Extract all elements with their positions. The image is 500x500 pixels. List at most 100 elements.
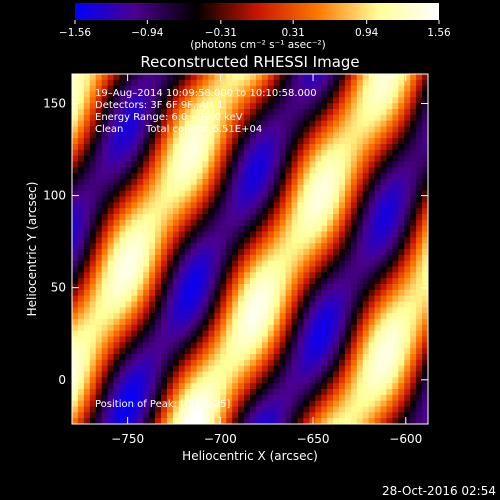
heatmap-cell: [232, 371, 239, 378]
heatmap-cell: [244, 418, 251, 424]
heatmap-cell: [285, 167, 292, 174]
heatmap-cell: [107, 295, 114, 302]
heatmap-cell: [267, 167, 275, 174]
heatmap-cell: [232, 301, 239, 308]
heatmap-cell: [232, 260, 239, 267]
heatmap-cell: [220, 208, 227, 215]
heatmap-cell: [362, 231, 370, 238]
heatmap-cell: [368, 400, 375, 407]
heatmap-cell: [297, 330, 304, 337]
heatmap-cell: [101, 97, 108, 104]
heatmap-cell: [107, 225, 114, 232]
heatmap-cell: [232, 394, 239, 402]
heatmap-cell: [386, 342, 393, 349]
heatmap-cell: [386, 161, 393, 168]
heatmap-cell: [297, 79, 304, 87]
heatmap-cell: [291, 208, 298, 215]
heatmap-cell: [410, 394, 417, 402]
heatmap-cell: [77, 365, 85, 372]
heatmap-cell: [155, 79, 162, 87]
heatmap-cell: [101, 196, 108, 203]
heatmap-cell: [196, 91, 203, 98]
heatmap-cell: [398, 289, 405, 297]
heatmap-cell: [95, 91, 103, 98]
heatmap-cell: [208, 208, 215, 215]
heatmap-cell: [279, 412, 286, 419]
heatmap-cell: [250, 85, 257, 92]
heatmap-cell: [339, 371, 346, 378]
heatmap-cell: [131, 243, 138, 250]
heatmap-cell: [285, 138, 292, 145]
x-tick-label: −700: [204, 432, 237, 446]
heatmap-cell: [285, 190, 292, 197]
heatmap-cell: [333, 97, 340, 104]
heatmap-cell: [255, 173, 263, 180]
heatmap-cell: [95, 79, 103, 87]
heatmap-cell: [244, 103, 251, 110]
heatmap-cell: [309, 103, 316, 110]
heatmap-cell: [422, 324, 428, 332]
heatmap-cell: [285, 394, 292, 402]
heatmap-cell: [184, 394, 192, 402]
heatmap-cell: [250, 190, 257, 197]
heatmap-cell: [267, 196, 275, 203]
heatmap-cell: [285, 289, 292, 297]
heatmap-cell: [149, 348, 156, 355]
y-tick-label: 0: [58, 373, 66, 387]
heatmap-cell: [125, 155, 132, 162]
heatmap-cell: [255, 371, 263, 378]
heatmap-cell: [344, 260, 352, 267]
heatmap-cell: [392, 97, 399, 104]
heatmap-cell: [410, 109, 417, 116]
heatmap-cell: [315, 330, 322, 337]
heatmap-cell: [107, 371, 114, 378]
heatmap-cell: [422, 109, 428, 116]
heatmap-cell: [250, 289, 257, 297]
heatmap-cell: [101, 214, 108, 221]
heatmap-cell: [297, 400, 304, 407]
heatmap-cell: [267, 85, 275, 92]
heatmap-cell: [89, 348, 97, 355]
heatmap-cell: [232, 406, 239, 413]
heatmap-cell: [226, 284, 233, 291]
heatmap-cell: [220, 184, 227, 192]
heatmap-cell: [238, 243, 245, 250]
heatmap-cell: [279, 365, 286, 372]
heatmap-cell: [315, 219, 322, 227]
heatmap-cell: [107, 400, 114, 407]
heatmap-cell: [416, 126, 423, 133]
heatmap-cell: [255, 284, 263, 291]
heatmap-cell: [410, 260, 417, 267]
heatmap-cell: [416, 278, 423, 285]
heatmap-cell: [119, 266, 126, 273]
heatmap-cell: [380, 377, 387, 384]
heatmap-cell: [125, 394, 132, 402]
heatmap-cell: [107, 313, 114, 320]
heatmap-cell: [190, 359, 197, 367]
heatmap-cell: [350, 138, 358, 145]
heatmap-cell: [339, 348, 346, 355]
heatmap-cell: [220, 179, 227, 186]
heatmap-cell: [279, 144, 286, 151]
heatmap-cell: [404, 132, 411, 139]
heatmap-cell: [166, 231, 174, 238]
annotation-clean: Clean: [95, 124, 123, 135]
heatmap-cell: [392, 319, 399, 326]
heatmap-cell: [196, 173, 203, 180]
heatmap-cell: [161, 354, 168, 361]
heatmap-cell: [208, 418, 215, 424]
heatmap-cell: [309, 243, 316, 250]
heatmap-cell: [267, 278, 275, 285]
heatmap-cell: [220, 301, 227, 308]
heatmap-cell: [279, 295, 286, 302]
heatmap-cell: [297, 354, 304, 361]
heatmap-cell: [422, 418, 428, 424]
heatmap-cell: [238, 324, 245, 332]
heatmap-cell: [267, 97, 275, 104]
heatmap-cell: [119, 231, 126, 238]
heatmap-cell: [190, 237, 197, 244]
heatmap-cell: [261, 120, 269, 127]
heatmap-cell: [404, 260, 411, 267]
heatmap-cell: [125, 295, 132, 302]
heatmap-cell: [101, 173, 108, 180]
